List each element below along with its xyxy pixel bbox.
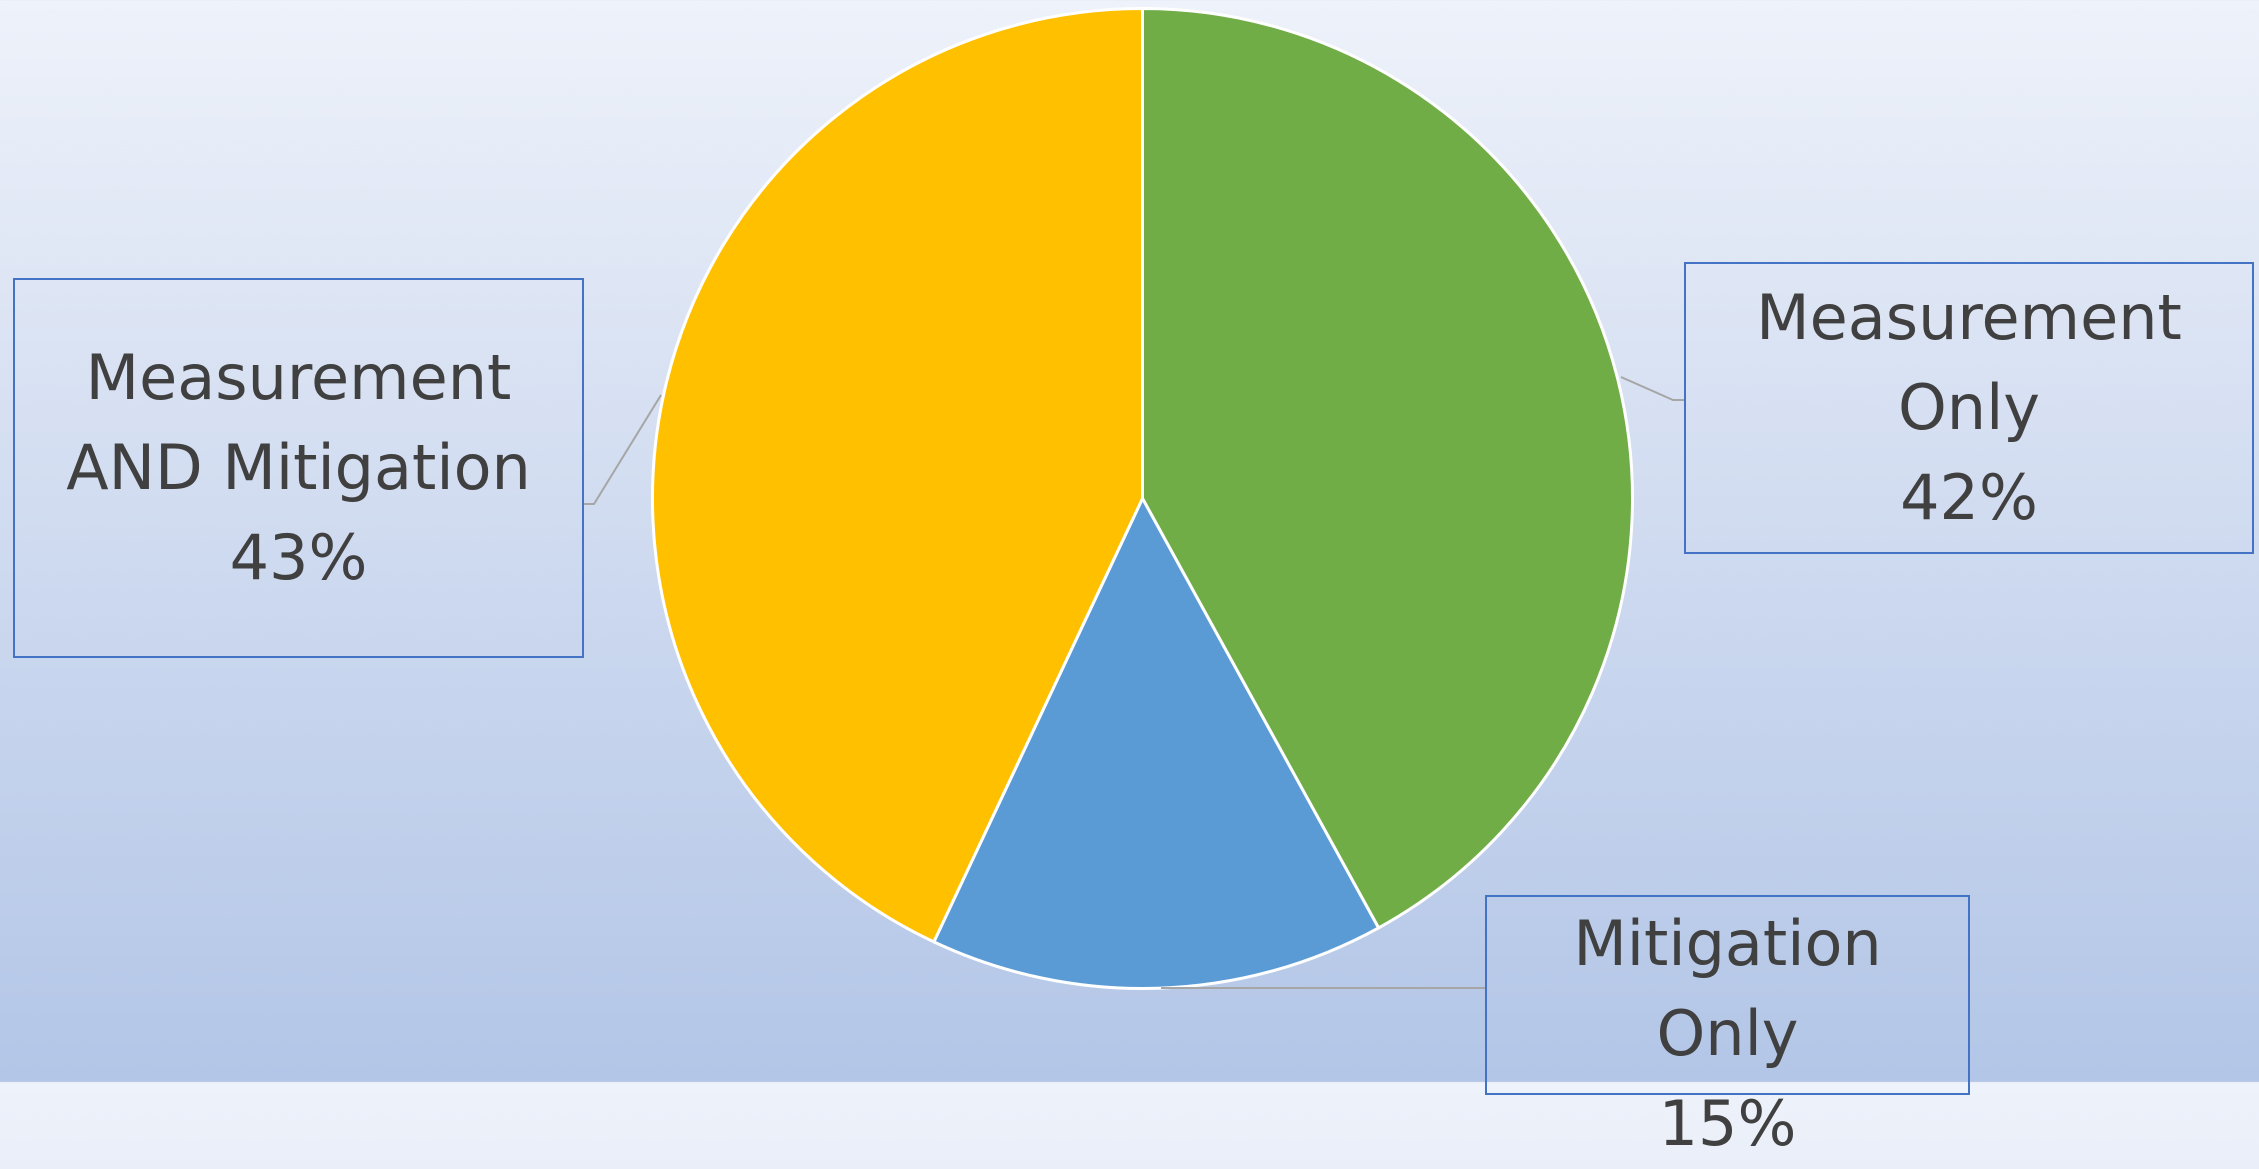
value-label: 43%	[229, 521, 368, 594]
pie-slice	[651, 6, 1144, 944]
data-label: Mitigation Only 15%	[1485, 895, 1970, 1160]
pie-slice	[931, 495, 1381, 990]
chart	[583, 6, 1684, 990]
category-label: Mitigation Only	[1573, 907, 1882, 1070]
category-label: Measurement AND Mitigation	[66, 341, 531, 504]
data-label: Measurement AND Mitigation 43%	[13, 278, 584, 658]
pie-slice	[1141, 6, 1634, 930]
data-label: Measurement Only 42%	[1684, 262, 2254, 554]
value-label: 42%	[1900, 461, 2038, 534]
leader-line	[583, 394, 662, 505]
value-label: 15%	[1658, 1087, 1797, 1160]
category-label: Measurement Only	[1756, 281, 2182, 444]
leader-line	[1620, 376, 1684, 401]
